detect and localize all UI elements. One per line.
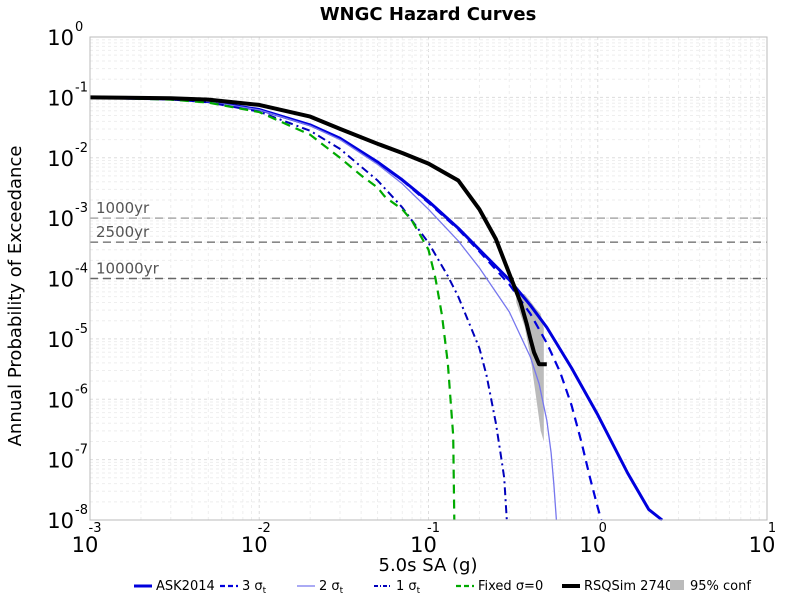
x-tick-label: 10 bbox=[241, 533, 268, 557]
series-line bbox=[89, 95, 547, 367]
plot-area bbox=[89, 95, 664, 522]
y-tick-exponent: -7 bbox=[75, 443, 88, 458]
confidence-band bbox=[516, 291, 544, 442]
return-period-label: 2500yr bbox=[96, 223, 150, 241]
legend-label: 3 σt bbox=[242, 579, 267, 596]
legend-label: 95% conf bbox=[690, 579, 751, 594]
x-tick-label: 10 bbox=[72, 533, 99, 557]
legend-label: Fixed σ=0 bbox=[478, 579, 543, 594]
legend: ASK2014 3 σt 2 σt 1 σt Fixed σ=0 RSQSim 2740 9… bbox=[134, 579, 751, 596]
x-tick-exponent: -3 bbox=[89, 521, 102, 536]
y-tick-label: 10 bbox=[47, 388, 74, 412]
series-line bbox=[89, 96, 558, 521]
x-tick-exponent: -2 bbox=[258, 521, 271, 536]
y-tick-label: 10 bbox=[47, 147, 74, 171]
x-tick-exponent: 0 bbox=[599, 521, 607, 536]
y-tick-exponent: -5 bbox=[75, 322, 88, 337]
legend-label: 2 σt bbox=[319, 579, 344, 596]
series-line bbox=[89, 96, 508, 521]
y-tick-label: 10 bbox=[47, 328, 74, 352]
x-axis-label: 5.0s SA (g) bbox=[379, 555, 478, 576]
y-tick-label: 10 bbox=[47, 86, 74, 110]
legend-label: 1 σt bbox=[396, 579, 421, 596]
y-tick-exponent: -4 bbox=[75, 262, 88, 277]
y-tick-exponent: -8 bbox=[75, 503, 88, 518]
y-tick-label: 10 bbox=[47, 449, 74, 473]
x-tick-label: 10 bbox=[749, 533, 776, 557]
series-line bbox=[89, 96, 603, 521]
legend-label: RSQSim 2740 bbox=[584, 579, 673, 594]
y-tick-label: 10 bbox=[47, 509, 74, 533]
y-tick-exponent: -3 bbox=[75, 201, 88, 216]
x-tick-exponent: 1 bbox=[768, 521, 776, 536]
series-line bbox=[89, 96, 456, 521]
x-tick-exponent: -1 bbox=[427, 521, 440, 536]
legend-swatch bbox=[670, 580, 684, 590]
x-tick-label: 10 bbox=[579, 533, 606, 557]
plot-frame bbox=[89, 36, 768, 521]
y-tick-exponent: -2 bbox=[75, 141, 88, 156]
return-period-label: 1000yr bbox=[96, 199, 150, 217]
y-tick-exponent: -6 bbox=[75, 382, 88, 397]
y-tick-label: 10 bbox=[47, 268, 74, 292]
x-tick-label: 10 bbox=[410, 533, 437, 557]
y-tick-label: 10 bbox=[47, 26, 74, 50]
chart-title: WNGC Hazard Curves bbox=[320, 4, 537, 25]
y-tick-exponent: 0 bbox=[75, 20, 83, 35]
y-tick-exponent: -1 bbox=[75, 80, 88, 95]
y-axis-label: Annual Probability of Exceedance bbox=[5, 146, 26, 447]
y-tick-label: 10 bbox=[47, 207, 74, 231]
reference-lines: 1000yr 2500yr 10000yr bbox=[90, 199, 767, 280]
legend-label: ASK2014 bbox=[156, 579, 215, 594]
return-period-label: 10000yr bbox=[96, 260, 160, 278]
